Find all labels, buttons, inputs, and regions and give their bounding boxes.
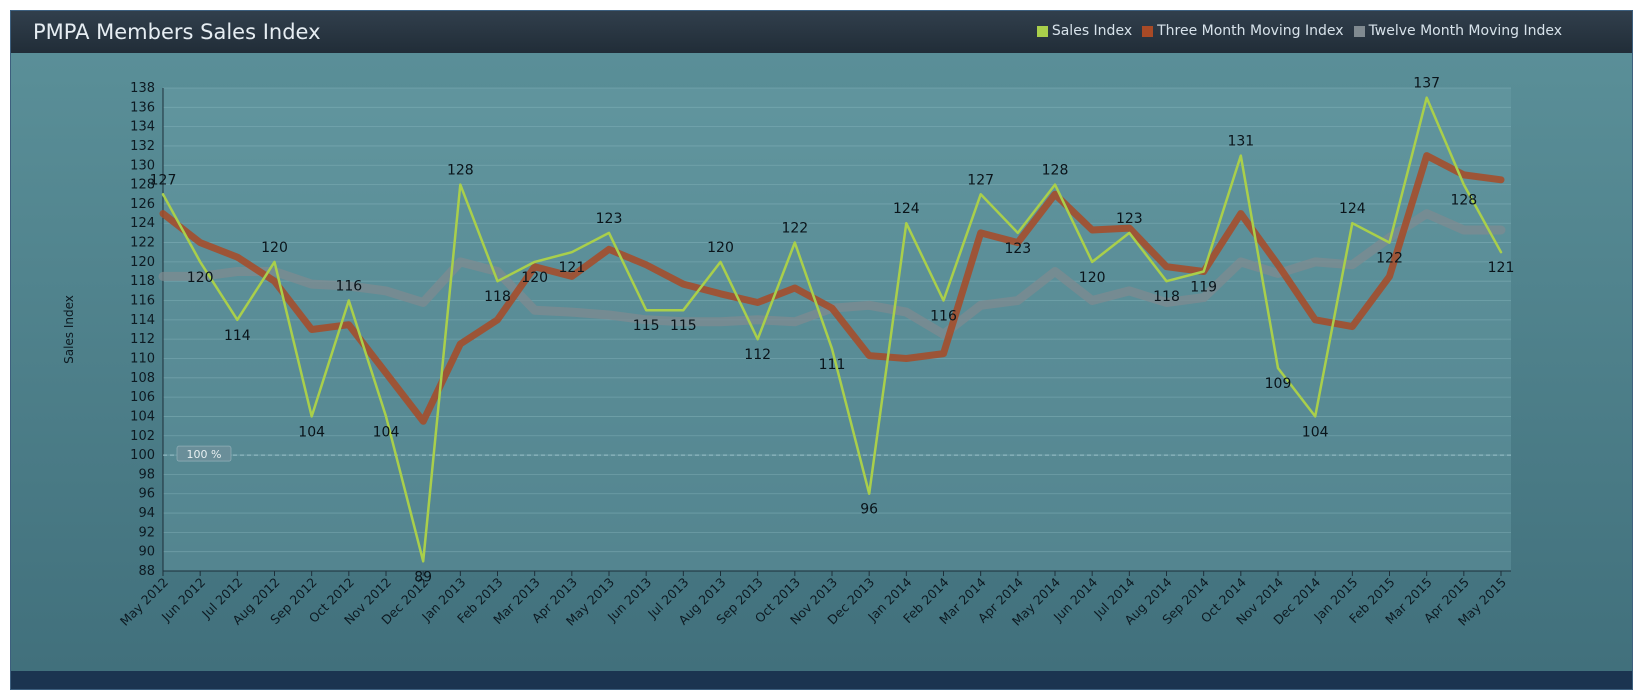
y-tick-label: 102 bbox=[130, 429, 155, 444]
data-label: 121 bbox=[1488, 260, 1515, 276]
data-label: 122 bbox=[781, 221, 808, 237]
y-tick-label: 98 bbox=[138, 467, 155, 482]
data-label: 118 bbox=[1153, 289, 1180, 305]
data-label: 118 bbox=[484, 289, 511, 305]
data-label: 109 bbox=[1265, 376, 1292, 392]
data-label: 121 bbox=[558, 260, 585, 276]
data-label: 114 bbox=[224, 328, 251, 344]
data-label: 104 bbox=[1302, 424, 1329, 440]
data-label: 123 bbox=[596, 211, 623, 227]
x-tick-label: May 2012 bbox=[117, 575, 171, 629]
data-label: 104 bbox=[373, 424, 400, 440]
data-label: 128 bbox=[1450, 193, 1477, 209]
y-tick-label: 118 bbox=[130, 274, 155, 289]
y-tick-label: 136 bbox=[130, 100, 155, 115]
legend-swatch-twelve-month bbox=[1353, 25, 1365, 37]
data-label: 120 bbox=[521, 270, 548, 286]
y-tick-label: 88 bbox=[138, 564, 155, 579]
y-tick-label: 132 bbox=[130, 139, 155, 154]
data-label: 123 bbox=[1116, 211, 1143, 227]
data-label: 89 bbox=[414, 569, 432, 585]
reference-line-label-box bbox=[176, 445, 232, 462]
data-label: 131 bbox=[1227, 134, 1254, 150]
data-label: 111 bbox=[819, 357, 846, 373]
y-tick-label: 108 bbox=[130, 371, 155, 386]
chart-title: PMPA Members Sales Index bbox=[33, 20, 321, 44]
data-label: 124 bbox=[1339, 201, 1366, 217]
data-label: 120 bbox=[187, 270, 214, 286]
y-tick-label: 96 bbox=[138, 487, 155, 502]
y-tick-label: 94 bbox=[138, 506, 155, 521]
data-label: 119 bbox=[1190, 280, 1217, 296]
y-tick-label: 114 bbox=[130, 313, 155, 328]
legend-swatch-sales-index bbox=[1036, 25, 1048, 37]
legend-label-twelve-month: Twelve Month Moving Index bbox=[1368, 23, 1562, 39]
y-tick-label: 128 bbox=[130, 178, 155, 193]
y-tick-label: 116 bbox=[130, 294, 155, 309]
data-label: 116 bbox=[335, 279, 362, 295]
legend-item-three-month[interactable]: Three Month Moving Index bbox=[1142, 23, 1344, 39]
data-label: 115 bbox=[633, 318, 660, 334]
series-line-three-month-moving-index bbox=[159, 152, 1505, 425]
reference-line-label: 100 % bbox=[187, 448, 222, 461]
y-tick-label: 112 bbox=[130, 332, 155, 347]
data-label: 120 bbox=[261, 240, 288, 256]
data-label: 127 bbox=[967, 172, 994, 188]
chart-window: PMPA Members Sales Index Sales Index Thr… bbox=[10, 10, 1633, 690]
data-label: 128 bbox=[447, 163, 474, 179]
y-tick-label: 126 bbox=[130, 197, 155, 212]
data-label: 120 bbox=[707, 240, 734, 256]
data-label: 96 bbox=[860, 502, 878, 518]
y-tick-label: 124 bbox=[130, 216, 155, 231]
data-label: 116 bbox=[930, 309, 957, 325]
y-tick-label: 110 bbox=[130, 351, 155, 366]
legend-label-sales-index: Sales Index bbox=[1051, 23, 1133, 39]
data-label: 120 bbox=[1079, 270, 1106, 286]
y-axis-title: Sales Index bbox=[62, 295, 76, 364]
y-tick-label: 130 bbox=[130, 158, 155, 173]
plot-area bbox=[163, 88, 1511, 571]
data-label: 123 bbox=[1004, 241, 1031, 257]
legend-label-three-month: Three Month Moving Index bbox=[1157, 23, 1344, 39]
data-label: 128 bbox=[1042, 163, 1069, 179]
legend-item-sales-index[interactable]: Sales Index bbox=[1036, 23, 1133, 39]
data-label: 127 bbox=[150, 172, 177, 188]
data-label: 104 bbox=[298, 424, 325, 440]
y-tick-label: 134 bbox=[130, 120, 155, 135]
y-tick-label: 104 bbox=[130, 409, 155, 424]
y-tick-label: 120 bbox=[130, 255, 155, 270]
y-tick-label: 138 bbox=[130, 81, 155, 96]
y-tick-label: 92 bbox=[138, 525, 155, 540]
y-tick-label: 122 bbox=[130, 236, 155, 251]
y-tick-label: 106 bbox=[130, 390, 155, 405]
legend: Sales Index Three Month Moving Index Twe… bbox=[1036, 23, 1562, 39]
data-label: 112 bbox=[744, 347, 771, 363]
series-line-sales-index bbox=[161, 96, 1503, 563]
legend-swatch-three-month bbox=[1142, 25, 1154, 37]
legend-item-twelve-month[interactable]: Twelve Month Moving Index bbox=[1353, 23, 1562, 39]
data-label: 124 bbox=[893, 201, 920, 217]
data-label: 115 bbox=[670, 318, 697, 334]
line-chart: 88 90 92 94 96 98 100 102 104 106 108 110 112 114 116 1… bbox=[62, 76, 1515, 629]
data-label: 122 bbox=[1376, 251, 1403, 267]
y-tick-label: 100 bbox=[130, 448, 155, 463]
y-tick-label: 90 bbox=[138, 545, 155, 560]
title-bar: PMPA Members Sales Index Sales Index Thr… bbox=[11, 11, 1632, 53]
data-label: 137 bbox=[1413, 76, 1440, 92]
plot-container: 88 90 92 94 96 98 100 102 104 106 108 110 112 114 116 1… bbox=[11, 53, 1632, 671]
